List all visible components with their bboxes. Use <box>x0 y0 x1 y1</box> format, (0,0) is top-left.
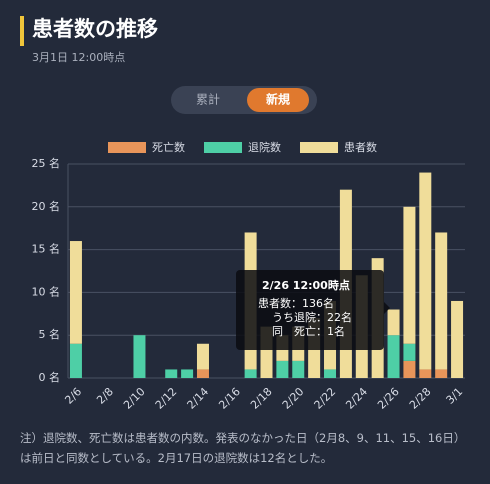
y-tick-label: 10 名 <box>32 284 61 298</box>
bar-segment <box>435 369 448 378</box>
bar-segment <box>69 241 82 344</box>
bar-segment <box>403 360 416 378</box>
x-tick-label: 2/18 <box>248 385 275 412</box>
bar-segment <box>244 369 257 378</box>
x-tick-label: 3/1 <box>444 385 466 407</box>
toggle-active <box>247 88 309 112</box>
legend-swatch <box>108 142 146 153</box>
y-tick-label: 0 名 <box>39 370 61 384</box>
x-tick-label: 2/14 <box>185 385 212 412</box>
toggle-new[interactable]: 新規 <box>266 92 290 107</box>
y-tick-label: 15 名 <box>32 242 61 256</box>
bar-segment <box>324 369 337 378</box>
bar-segment <box>451 300 464 378</box>
bar-segment <box>419 172 432 370</box>
x-tick-label: 2/16 <box>216 385 243 412</box>
bar-segment <box>196 343 209 370</box>
bar-segment <box>133 335 146 378</box>
x-tick-label: 2/24 <box>343 385 370 412</box>
tooltip <box>236 270 384 350</box>
bar-segment <box>387 309 400 336</box>
bar-segment <box>435 232 448 370</box>
y-tick-label: 20 名 <box>32 199 61 213</box>
tooltip-title: 2/26 12:00時点 <box>262 278 350 292</box>
bar-segment <box>403 343 416 361</box>
legend-swatch <box>300 142 338 153</box>
title: 患者数の推移 <box>32 17 158 41</box>
x-tick-label: 2/12 <box>153 385 180 412</box>
x-tick-label: 2/20 <box>280 385 307 412</box>
y-tick-label: 25 名 <box>32 156 61 170</box>
tooltip-line: 同 死亡：1名 <box>272 324 345 338</box>
x-tick-label: 2/10 <box>121 385 148 412</box>
y-tick-label: 5 名 <box>39 327 61 341</box>
bar-segment <box>276 360 289 378</box>
bar-segment <box>69 343 82 378</box>
x-tick-label: 2/22 <box>312 385 339 412</box>
tooltip-line: 患者数：136名 <box>258 296 334 310</box>
bar-segment <box>165 369 178 378</box>
bar-segment <box>387 335 400 378</box>
x-tick-label: 2/28 <box>407 385 434 412</box>
bar-segment <box>403 206 416 344</box>
title-accent <box>20 16 24 46</box>
bar-segment <box>196 369 209 378</box>
legend-swatch <box>204 142 242 153</box>
toggle-cumulative[interactable]: 累計 <box>196 92 220 107</box>
bar-segment <box>292 360 305 378</box>
bar-segment <box>419 369 432 378</box>
legend-label: 死亡数 <box>152 140 185 154</box>
subtitle: 3月1日 12:00時点 <box>32 51 125 64</box>
bar-segment <box>181 369 194 378</box>
legend-label: 退院数 <box>248 140 281 154</box>
tooltip-caret <box>384 302 390 314</box>
tooltip-line: うち退院：22名 <box>272 310 352 324</box>
x-tick-label: 2/26 <box>375 385 402 412</box>
legend-label: 患者数 <box>344 141 377 154</box>
note: 注）退院数、死亡数は患者数の内数。発表のなかった日（2月8、9、11、15、16… <box>20 431 466 465</box>
x-tick-label: 2/8 <box>94 385 116 407</box>
x-tick-label: 2/6 <box>62 385 84 407</box>
